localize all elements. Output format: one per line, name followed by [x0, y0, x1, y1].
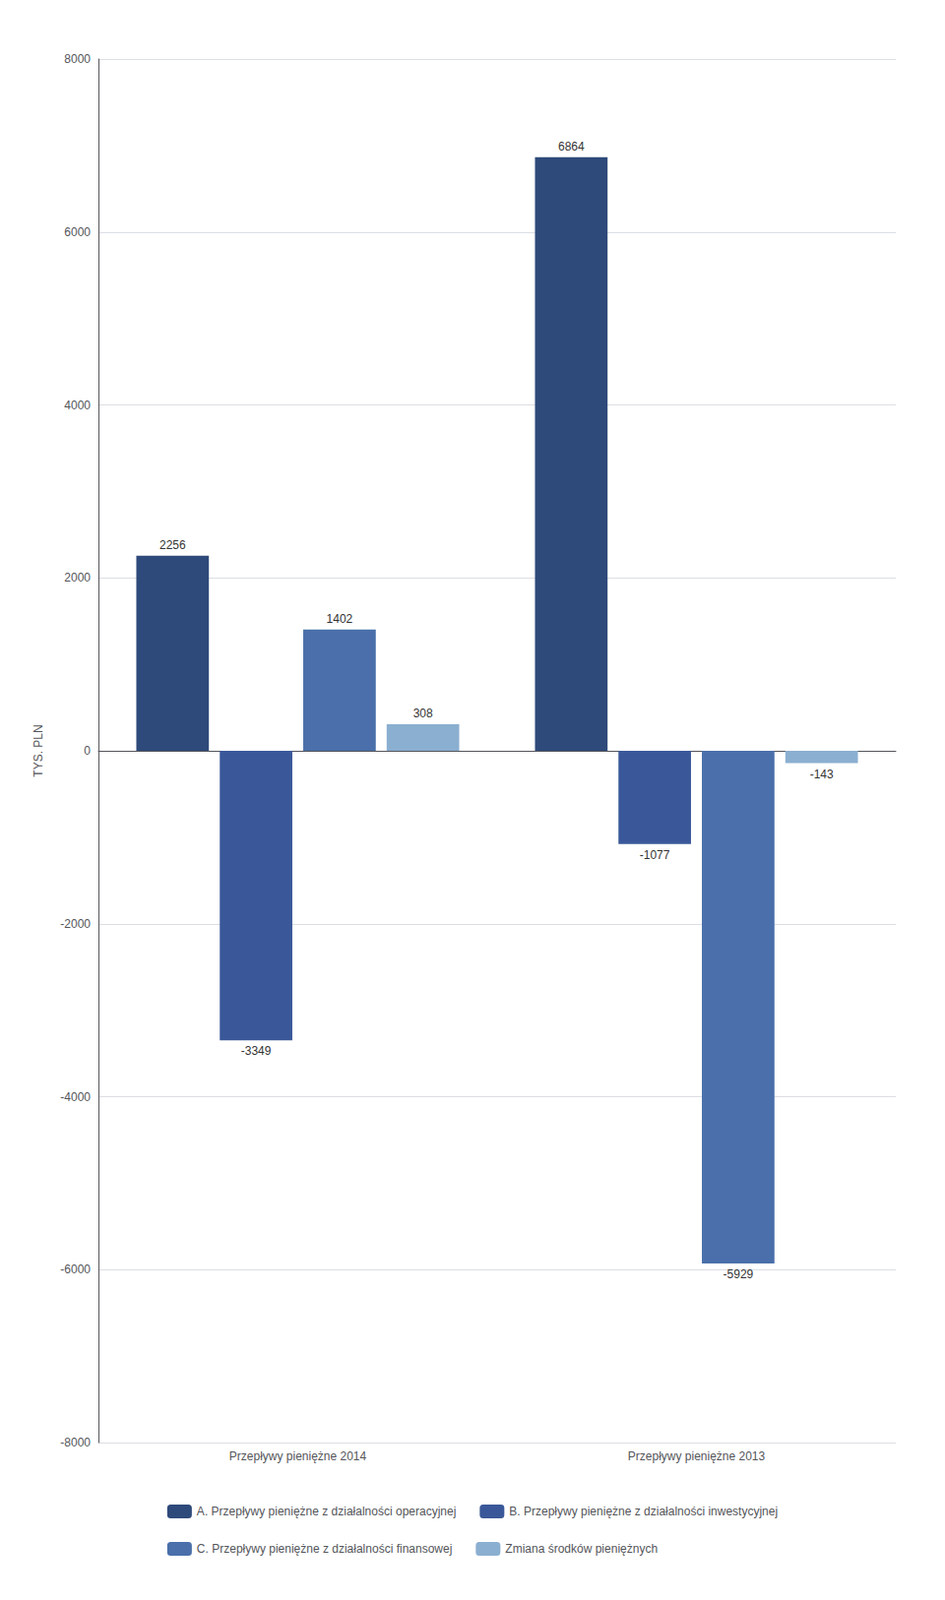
- svg-text:-8000: -8000: [60, 1436, 91, 1450]
- svg-text:6000: 6000: [63, 225, 91, 240]
- svg-text:2256: 2256: [159, 538, 187, 553]
- svg-text:Zmiana środków pieniężnych: Zmiana środków pieniężnych: [504, 1542, 658, 1557]
- svg-text:B. Przepływy pieniężne z dział: B. Przepływy pieniężne z działalności in…: [508, 1505, 778, 1519]
- svg-text:1402: 1402: [326, 612, 354, 627]
- svg-text:4000: 4000: [63, 398, 91, 413]
- svg-text:8000: 8000: [63, 52, 91, 66]
- svg-text:308: 308: [413, 706, 434, 721]
- svg-text:A. Przepływy pieniężne z dział: A. Przepływy pieniężne z działalności op…: [196, 1505, 456, 1519]
- svg-text:-6000: -6000: [60, 1262, 91, 1277]
- svg-text:-3349: -3349: [241, 1044, 272, 1059]
- svg-text:0: 0: [83, 744, 91, 758]
- svg-text:6864: 6864: [558, 139, 585, 154]
- svg-text:-2000: -2000: [60, 917, 91, 932]
- svg-text:Przepływy pieniężne 2014: Przepływy pieniężne 2014: [229, 1449, 368, 1464]
- svg-text:-143: -143: [810, 767, 834, 782]
- svg-text:-4000: -4000: [60, 1090, 91, 1105]
- svg-text:-1077: -1077: [639, 848, 671, 863]
- svg-text:C. Przepływy pieniężne z dział: C. Przepływy pieniężne z działalności fi…: [196, 1542, 452, 1557]
- svg-text:2000: 2000: [63, 570, 91, 585]
- svg-text:Przepływy pieniężne 2013: Przepływy pieniężne 2013: [628, 1449, 766, 1464]
- svg-text:-5929: -5929: [723, 1267, 755, 1282]
- svg-text:TYS. PLN: TYS. PLN: [31, 724, 46, 777]
